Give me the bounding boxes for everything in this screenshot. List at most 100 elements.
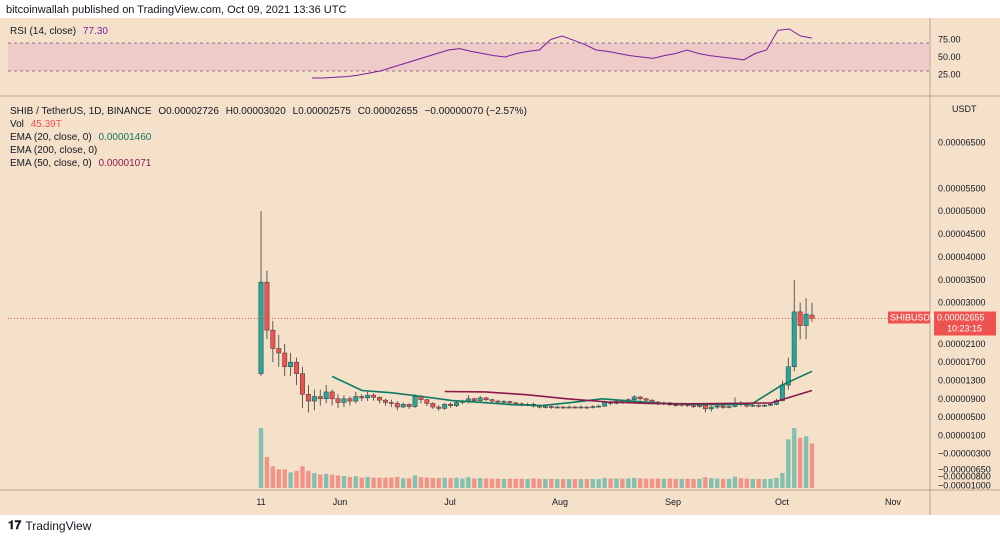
volume-bar bbox=[691, 478, 696, 488]
volume-bar bbox=[726, 478, 732, 488]
candle bbox=[809, 302, 815, 322]
price-tick-label: 0.00004000 bbox=[938, 252, 986, 262]
candle bbox=[756, 404, 762, 408]
volume-bar bbox=[282, 469, 287, 488]
candle-body bbox=[803, 313, 809, 326]
candle bbox=[353, 391, 359, 404]
candle-body bbox=[578, 406, 584, 409]
candle-body bbox=[341, 398, 347, 403]
candle-body bbox=[702, 404, 708, 410]
candle-body bbox=[501, 401, 507, 403]
candle-body bbox=[276, 348, 282, 354]
price-tick-label: −0.00000800 bbox=[938, 472, 991, 482]
candle bbox=[365, 391, 371, 402]
candle-body bbox=[424, 399, 430, 404]
candle bbox=[454, 400, 459, 408]
candle-body bbox=[560, 406, 566, 409]
volume-bar bbox=[347, 476, 353, 488]
footer-brand: TradingView bbox=[25, 518, 92, 533]
volume-bar bbox=[560, 479, 566, 488]
vol-label: Vol bbox=[10, 119, 24, 130]
candle-body bbox=[353, 396, 359, 402]
candle-body bbox=[448, 404, 454, 406]
volume-bar bbox=[513, 478, 518, 488]
volume-bar bbox=[365, 476, 370, 488]
symbol-legend: SHIB / TetherUS, 1D, BINANCE O0.00002726… bbox=[10, 106, 531, 117]
time-tick-label: 11 bbox=[256, 497, 265, 507]
ema20-line bbox=[331, 370, 813, 407]
candle bbox=[584, 406, 590, 409]
candle-body bbox=[258, 281, 264, 374]
volume-bar bbox=[306, 470, 311, 488]
candle-body bbox=[785, 366, 791, 386]
volume-bar bbox=[715, 478, 720, 488]
candle bbox=[501, 400, 507, 404]
candle-body bbox=[631, 396, 637, 400]
rsi-tick-label: 75.00 bbox=[938, 35, 961, 45]
candle bbox=[708, 405, 714, 412]
candle bbox=[300, 366, 305, 408]
rsi-value: 77.30 bbox=[82, 26, 108, 37]
candle-body bbox=[791, 311, 797, 368]
time-tick-label: Jul bbox=[444, 497, 456, 507]
volume-bar bbox=[626, 478, 631, 488]
chart-svg[interactable]: 75.00 50.00 25.00 0.00006500 0.00005500 0.000… bbox=[0, 18, 1000, 515]
candle-body bbox=[584, 406, 590, 409]
candle-body bbox=[471, 398, 477, 401]
candle-body bbox=[264, 281, 270, 331]
candle-body bbox=[554, 406, 560, 409]
candle bbox=[762, 404, 768, 408]
candle-body bbox=[359, 396, 365, 399]
candle-body bbox=[329, 391, 335, 400]
volume-bar bbox=[566, 479, 572, 488]
ohlc-open: O0.00002726 bbox=[158, 106, 219, 117]
volume-bar bbox=[312, 473, 317, 488]
candle-body bbox=[750, 404, 756, 407]
ema20-label: EMA (20, close, 0) bbox=[10, 132, 92, 143]
candle bbox=[797, 302, 803, 340]
volume-bar bbox=[466, 477, 471, 488]
candle bbox=[578, 405, 584, 409]
ohlc-high: H0.00003020 bbox=[225, 106, 286, 117]
ohlc-change: −0.00000070 (−2.57%) bbox=[424, 106, 527, 117]
candle-body bbox=[768, 404, 773, 406]
price-tick-label: 0.00000500 bbox=[938, 412, 986, 422]
rsi-tick-label: 25.00 bbox=[938, 70, 961, 80]
candle bbox=[288, 353, 294, 376]
candle-body bbox=[270, 329, 276, 349]
candle-body bbox=[400, 404, 406, 408]
candle bbox=[791, 279, 797, 372]
volume-bar bbox=[703, 477, 708, 488]
candle bbox=[317, 389, 323, 406]
volume-bar bbox=[661, 478, 667, 488]
candle bbox=[560, 406, 566, 409]
volume-bar bbox=[454, 477, 459, 488]
volume-bar bbox=[549, 478, 554, 488]
volume-bar bbox=[489, 478, 495, 488]
volume-bar bbox=[323, 473, 329, 488]
symbol-tag-bg bbox=[888, 311, 930, 324]
price-tick-label: −0.00001000 bbox=[938, 481, 991, 491]
candle-body bbox=[300, 373, 305, 395]
candle bbox=[282, 343, 288, 376]
volume-bar bbox=[620, 478, 625, 488]
candle bbox=[276, 334, 282, 367]
candle bbox=[732, 397, 738, 408]
time-tick-label: Aug bbox=[552, 497, 568, 507]
volume-bar bbox=[389, 477, 394, 488]
price-tick-label: 0.00001300 bbox=[938, 375, 986, 385]
rsi-label: RSI (14, close) bbox=[10, 26, 77, 37]
chart-area[interactable]: 75.00 50.00 25.00 0.00006500 0.00005500 0.000… bbox=[0, 18, 1000, 515]
price-tick-label: 0.00005500 bbox=[938, 183, 986, 193]
volume-bar bbox=[590, 478, 595, 488]
candle-body bbox=[294, 361, 299, 374]
volume-bar bbox=[507, 478, 513, 488]
candle-body bbox=[454, 402, 459, 406]
candle bbox=[258, 211, 264, 376]
price-tick-label: 0.00004500 bbox=[938, 229, 986, 239]
volume-bar bbox=[270, 466, 276, 488]
candle bbox=[572, 406, 578, 409]
candle-body bbox=[394, 403, 400, 408]
volume-bar bbox=[632, 478, 637, 488]
candle bbox=[412, 394, 418, 408]
